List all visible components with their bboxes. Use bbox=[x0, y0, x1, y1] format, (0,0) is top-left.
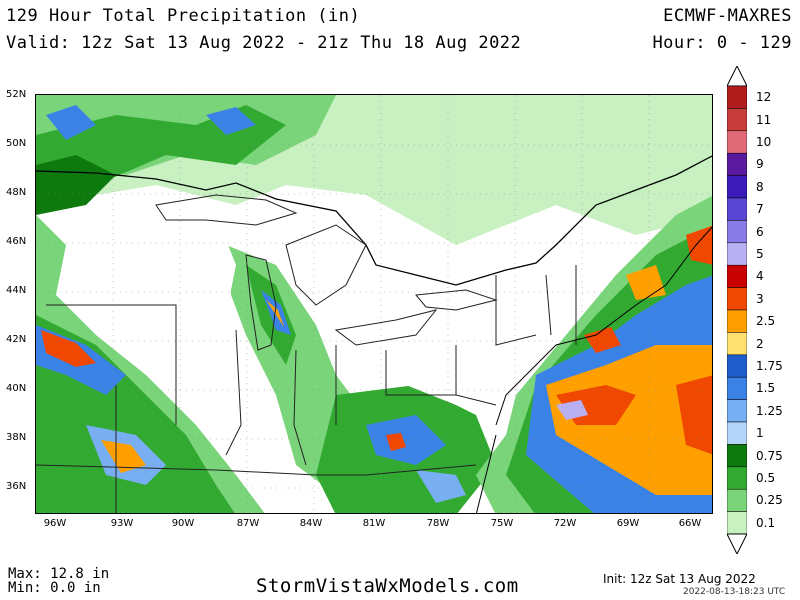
lat-label-36n: 36N bbox=[6, 481, 27, 492]
lon-label-93w: 93W bbox=[110, 518, 134, 529]
lat-lon-grid bbox=[36, 95, 712, 513]
colorbar-level-label: 1.5 bbox=[756, 381, 776, 396]
colorbar-swatch bbox=[727, 488, 747, 512]
colorbar-level-label: 0.1 bbox=[756, 515, 776, 530]
colorbar-level-label: 6 bbox=[756, 224, 764, 239]
init-time: Init: 12z Sat 13 Aug 2022 bbox=[603, 572, 756, 586]
precip-colorbar bbox=[727, 66, 747, 554]
colorbar-swatch bbox=[727, 130, 747, 154]
geo-boundaries bbox=[36, 155, 712, 513]
colorbar-swatch bbox=[727, 287, 747, 311]
colorbar-swatch bbox=[727, 108, 747, 132]
precip-field bbox=[36, 95, 712, 513]
colorbar-level-label: 9 bbox=[756, 157, 764, 172]
colorbar-swatch bbox=[727, 220, 747, 244]
colorbar-swatch bbox=[727, 264, 747, 288]
lat-label-52n: 52N bbox=[6, 89, 27, 100]
colorbar-swatch bbox=[727, 309, 747, 333]
colorbar-swatch bbox=[727, 175, 747, 199]
colorbar-level-label: 1.25 bbox=[756, 403, 783, 418]
lat-label-50n: 50N bbox=[6, 138, 27, 149]
lon-label-84w: 84W bbox=[299, 518, 323, 529]
colorbar-swatch bbox=[727, 399, 747, 423]
colorbar-swatch bbox=[727, 354, 747, 378]
lon-label-90w: 90W bbox=[171, 518, 195, 529]
lon-label-87w: 87W bbox=[236, 518, 260, 529]
precipitation-map bbox=[35, 94, 713, 514]
lon-label-75w: 75W bbox=[490, 518, 514, 529]
lon-label-78w: 78W bbox=[426, 518, 450, 529]
valid-time-range: Valid: 12z Sat 13 Aug 2022 - 21z Thu 18 … bbox=[6, 33, 522, 53]
colorbar-swatch bbox=[727, 466, 747, 490]
colorbar-swatch bbox=[727, 511, 747, 535]
colorbar-swatch bbox=[727, 197, 747, 221]
lat-label-42n: 42N bbox=[6, 334, 27, 345]
colorbar-swatch bbox=[727, 376, 747, 400]
map-title: 129 Hour Total Precipitation (in) bbox=[6, 6, 361, 26]
colorbar-level-label: 5 bbox=[756, 247, 764, 261]
lon-label-96w: 96W bbox=[43, 518, 67, 529]
colorbar-level-label: 0.5 bbox=[756, 471, 776, 485]
colorbar-level-label: 2.5 bbox=[756, 314, 776, 329]
colorbar-top-arrow bbox=[727, 66, 747, 87]
colorbar-swatch bbox=[727, 152, 747, 176]
model-name: ECMWF-MAXRES bbox=[663, 6, 792, 26]
generated-timestamp: 2022-08-13-18:23 UTC bbox=[683, 587, 786, 597]
colorbar-level-label: 11 bbox=[756, 112, 772, 127]
lat-label-38n: 38N bbox=[6, 432, 27, 443]
colorbar-swatch bbox=[727, 332, 747, 356]
lat-label-40n: 40N bbox=[6, 383, 27, 394]
colorbar-level-label: 1 bbox=[756, 426, 764, 441]
colorbar-swatch bbox=[727, 421, 747, 445]
lat-label-48n: 48N bbox=[6, 187, 27, 198]
forecast-hours: Hour: 0 - 129 bbox=[652, 33, 792, 53]
max-value: Max: 12.8 in bbox=[8, 566, 110, 582]
colorbar-bottom-arrow bbox=[727, 533, 747, 554]
colorbar-level-label: 0.75 bbox=[756, 448, 783, 463]
lat-label-44n: 44N bbox=[6, 285, 27, 296]
colorbar-level-label: 3 bbox=[756, 291, 764, 306]
lon-label-69w: 69W bbox=[616, 518, 640, 529]
colorbar-level-label: 1.75 bbox=[756, 359, 783, 373]
min-value: Min: 0.0 in bbox=[8, 580, 101, 596]
colorbar-swatch bbox=[727, 444, 747, 468]
colorbar-level-label: 0.25 bbox=[756, 493, 783, 508]
colorbar-level-label: 8 bbox=[756, 179, 764, 194]
lon-label-72w: 72W bbox=[553, 518, 577, 529]
colorbar-level-label: 10 bbox=[756, 135, 772, 149]
colorbar-level-label: 4 bbox=[756, 269, 764, 284]
site-name: StormVistaWxModels.com bbox=[256, 575, 519, 597]
lon-label-81w: 81W bbox=[362, 518, 386, 529]
colorbar-swatch bbox=[727, 85, 747, 109]
colorbar-level-label: 7 bbox=[756, 202, 764, 217]
colorbar-swatch bbox=[727, 242, 747, 266]
colorbar-level-label: 12 bbox=[756, 90, 772, 105]
lon-label-66w: 66W bbox=[678, 518, 702, 529]
colorbar-level-label: 2 bbox=[756, 336, 764, 351]
lat-label-46n: 46N bbox=[6, 236, 27, 247]
